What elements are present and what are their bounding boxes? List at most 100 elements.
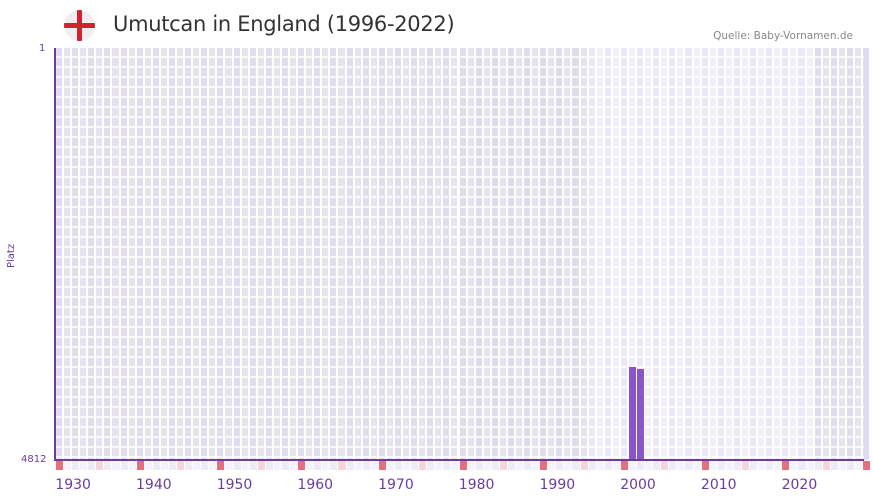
grid-column	[677, 48, 684, 460]
year-marker	[830, 461, 838, 470]
grid-line	[56, 96, 864, 98]
grid-column	[290, 48, 297, 460]
year-marker	[645, 461, 653, 470]
grid-column	[257, 48, 264, 460]
grid-line	[56, 116, 864, 118]
year-marker	[564, 461, 572, 470]
year-marker	[314, 461, 322, 470]
grid-line	[56, 126, 864, 128]
grid-column	[540, 48, 547, 460]
source-credit: Quelle: Baby-Vornamen.de	[713, 30, 853, 42]
chart-title: Umutcan in England (1996-2022)	[113, 12, 455, 36]
year-marker	[265, 461, 273, 470]
grid-line	[56, 56, 864, 58]
grid-line	[56, 236, 864, 238]
grid-column	[669, 48, 676, 460]
year-marker	[790, 461, 798, 470]
year-marker	[298, 461, 306, 470]
grid-line	[56, 366, 864, 368]
year-marker	[72, 461, 80, 470]
grid-column	[306, 48, 313, 460]
year-marker	[863, 461, 871, 470]
grid-column	[548, 48, 555, 460]
y-axis-line	[54, 48, 56, 461]
x-tick-label: 1980	[458, 477, 495, 493]
grid-column	[475, 48, 482, 460]
year-marker	[443, 461, 451, 470]
grid-line	[56, 276, 864, 278]
grid-column	[846, 48, 853, 460]
year-marker	[758, 461, 766, 470]
year-marker	[612, 461, 620, 470]
grid-line	[56, 106, 864, 108]
x-axis-line	[54, 459, 864, 461]
grid-column	[96, 48, 103, 460]
year-marker	[725, 461, 733, 470]
grid-column	[572, 48, 579, 460]
grid-column	[435, 48, 442, 460]
year-marker	[394, 461, 402, 470]
grid-column	[168, 48, 176, 460]
grid-column	[693, 48, 700, 460]
grid-column	[330, 48, 337, 460]
year-marker	[467, 461, 475, 470]
year-marker	[475, 461, 483, 470]
grid-column	[758, 48, 765, 460]
grid-column	[685, 48, 692, 460]
grid-column	[104, 48, 111, 460]
year-marker	[709, 461, 717, 470]
grid-column	[830, 48, 837, 460]
year-marker	[96, 461, 104, 470]
year-marker	[782, 461, 790, 470]
grid-line	[56, 266, 864, 268]
year-marker	[524, 461, 532, 470]
grid-column	[225, 48, 232, 460]
grid-column	[160, 48, 167, 460]
grid-line	[56, 206, 864, 208]
year-marker	[806, 461, 814, 470]
year-marker	[774, 461, 782, 470]
grid-column	[863, 48, 870, 460]
x-tick-label: 1940	[136, 477, 172, 493]
grid-column	[701, 48, 708, 460]
grid-line	[56, 226, 864, 228]
year-marker	[733, 461, 741, 470]
year-marker	[330, 461, 338, 470]
year-marker	[378, 461, 386, 470]
grid-line	[56, 316, 864, 318]
grid-column	[56, 48, 63, 460]
grid-column	[580, 48, 587, 460]
year-marker	[637, 461, 645, 470]
rank-bar[interactable]	[637, 368, 645, 460]
grid-column	[136, 48, 143, 460]
year-marker	[346, 461, 354, 470]
grid-column	[806, 48, 813, 460]
year-marker	[854, 461, 862, 470]
grid-column	[443, 48, 450, 460]
grid-column	[120, 48, 127, 460]
grid-line	[56, 296, 864, 298]
grid-line	[56, 66, 864, 68]
year-marker	[88, 461, 96, 470]
grid-line	[56, 376, 864, 378]
grid-line	[56, 396, 864, 398]
grid-column	[88, 48, 95, 460]
grid-line	[56, 176, 864, 178]
grid-column	[774, 48, 781, 460]
year-marker	[386, 461, 394, 470]
grid-column	[185, 48, 192, 460]
year-marker	[80, 461, 88, 470]
grid-column	[346, 48, 353, 460]
year-marker	[532, 461, 540, 470]
year-marker	[177, 461, 185, 470]
year-marker	[515, 461, 524, 470]
grid-column	[596, 48, 603, 460]
grid-column	[386, 48, 393, 460]
year-marker	[435, 461, 443, 470]
rank-bar[interactable]	[628, 366, 637, 460]
year-marker	[233, 461, 241, 470]
grid-line	[56, 406, 864, 408]
grid-column	[427, 48, 434, 460]
grid-column	[233, 48, 240, 460]
year-marker	[798, 461, 806, 470]
